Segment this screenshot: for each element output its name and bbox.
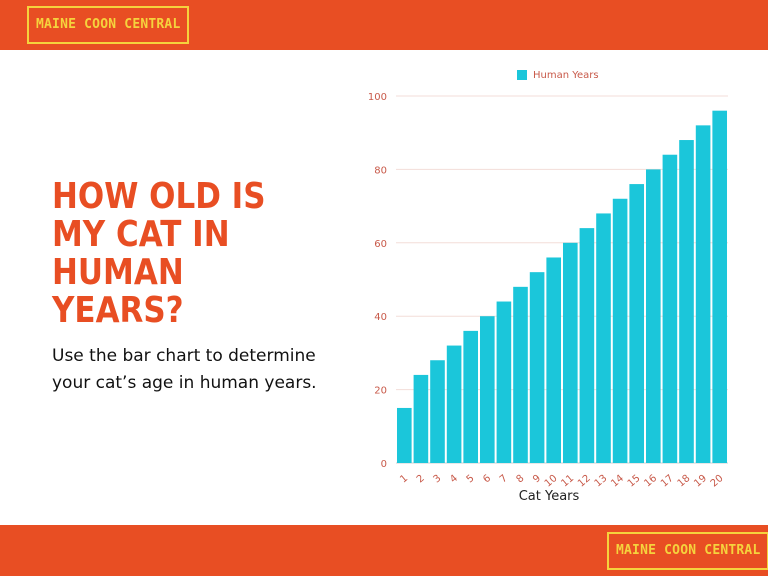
x-tick-label: 19 — [692, 473, 709, 490]
bar — [479, 316, 495, 463]
bar — [596, 213, 611, 463]
bar — [562, 242, 578, 463]
chart-bars — [396, 110, 728, 464]
y-axis-ticks: 0 20 40 60 80 100 — [368, 92, 387, 470]
description-text: Use the bar chart to determine your cat’… — [52, 346, 317, 393]
y-tick-label: 100 — [368, 92, 387, 103]
x-tick-label: 10 — [543, 473, 560, 490]
x-tick-label: 20 — [709, 473, 726, 490]
bar — [645, 169, 661, 463]
legend-label: Human Years — [533, 70, 599, 81]
x-tick-label: 3 — [431, 473, 443, 486]
x-tick-label: 1 — [398, 473, 410, 486]
y-tick-label: 40 — [374, 312, 387, 323]
x-axis-ticks: 1 2 3 4 5 6 7 8 9 10 11 12 13 14 15 16 17 18 19 20 — [398, 473, 725, 490]
bar — [579, 228, 595, 463]
x-tick-label: 4 — [448, 473, 460, 486]
x-tick-label: 6 — [481, 473, 493, 486]
bar — [430, 360, 445, 463]
chart-grid — [396, 95, 728, 464]
brand-logo-top: MAINE COON CENTRAL — [27, 6, 190, 44]
x-tick-label: 14 — [609, 473, 626, 490]
x-tick-label: 17 — [659, 473, 676, 490]
bar — [629, 184, 645, 463]
bar — [662, 154, 678, 463]
bar — [679, 140, 694, 464]
x-tick-label: 12 — [576, 473, 593, 490]
y-tick-label: 80 — [374, 165, 387, 176]
bar — [513, 286, 528, 463]
bar — [529, 272, 545, 463]
y-tick-label: 0 — [381, 459, 387, 470]
page-title: HOW OLD IS MY CAT IN HUMAN YEARS? — [52, 176, 266, 331]
x-tick-label: 8 — [514, 473, 526, 486]
top-banner — [0, 0, 768, 50]
x-tick-label: 7 — [498, 473, 510, 486]
bar — [546, 257, 562, 463]
x-tick-label: 15 — [626, 473, 643, 490]
x-tick-label: 18 — [676, 473, 693, 490]
y-tick-label: 60 — [374, 239, 387, 250]
x-tick-label: 13 — [593, 473, 610, 490]
chart-legend: Human Years — [517, 70, 599, 81]
bar — [612, 198, 628, 463]
x-tick-label: 5 — [465, 473, 477, 486]
x-tick-label: 2 — [415, 473, 427, 486]
x-tick-label: 11 — [559, 473, 576, 490]
legend-swatch — [517, 70, 527, 80]
bar — [712, 110, 728, 464]
x-tick-label: 16 — [642, 473, 659, 490]
bar — [446, 345, 462, 463]
bar — [413, 374, 429, 463]
x-axis-title: Cat Years — [519, 489, 580, 504]
bar — [496, 301, 512, 463]
bar — [695, 125, 711, 464]
bar — [396, 407, 412, 463]
bar — [463, 330, 479, 463]
y-tick-label: 20 — [374, 386, 387, 397]
x-tick-label: 9 — [531, 473, 543, 486]
brand-logo-bottom: MAINE COON CENTRAL — [607, 532, 768, 570]
